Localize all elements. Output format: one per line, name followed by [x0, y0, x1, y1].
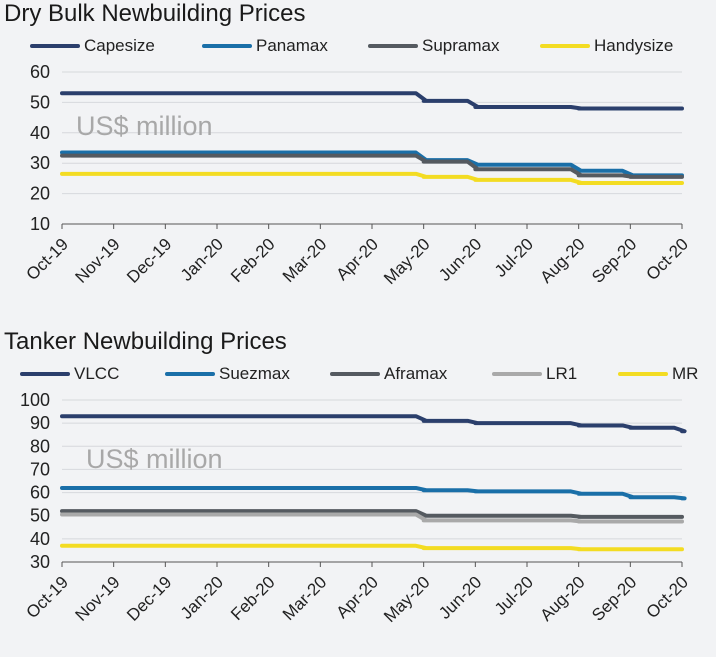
- dry-y-tick-10: 10: [30, 214, 50, 234]
- dry-y-tick-50: 50: [30, 92, 50, 112]
- tanker-x-tick-feb-20: Feb-20: [227, 573, 279, 625]
- dry-x-tick-dec-19: Dec-19: [123, 235, 175, 287]
- legend-swatch-mr: [618, 372, 668, 376]
- legend-item-vlcc: VLCC: [20, 362, 119, 386]
- dry-x-tick-oct-19: Oct-19: [23, 235, 73, 285]
- dry-x-tick-jan-20: Jan-20: [177, 235, 227, 285]
- dry-x-tick-feb-20: Feb-20: [227, 235, 279, 287]
- legend-label-vlcc: VLCC: [74, 364, 120, 383]
- legend-swatch-panamax: [202, 44, 252, 48]
- dry-series-line-supramax: [60, 153, 684, 179]
- legend-swatch-handysize: [540, 44, 590, 48]
- tanker-y-tick-60: 60: [30, 483, 50, 503]
- legend-item-mr: MR: [618, 362, 698, 386]
- tanker-x-tick-mar-20: Mar-20: [279, 573, 331, 625]
- tanker-y-tick-40: 40: [30, 529, 50, 549]
- tanker-chart-plot: 30 40 50 60 70 80 90 100 Oct-19 Nov-19 Dec-19 Jan-2…: [20, 390, 693, 627]
- dry-x-tick-jun-20: Jun-20: [435, 235, 485, 285]
- dry-x-tick-nov-19: Nov-19: [72, 235, 124, 287]
- tanker-series-line-vlcc: [60, 414, 687, 434]
- dry-y-tick-30: 30: [30, 153, 50, 173]
- tanker-x-tick-oct-20: Oct-20: [643, 573, 693, 623]
- tanker-chart-panel: 30 40 50 60 70 80 90 100 Oct-19 Nov-19 Dec-19 Jan-2…: [0, 328, 716, 657]
- legend-item-aframax: Aframax: [330, 362, 447, 386]
- dry-y-tick-40: 40: [30, 123, 50, 143]
- dry-x-tick-jul-20: Jul-20: [491, 235, 537, 281]
- legend-item-capesize: Capesize: [30, 34, 155, 58]
- dry-x-tick-sep-20: Sep-20: [588, 235, 640, 287]
- dry-bulk-chart-title: Dry Bulk Newbuilding Prices: [4, 0, 306, 27]
- legend-label-panamax: Panamax: [256, 36, 328, 55]
- legend-item-suezmax: Suezmax: [165, 362, 290, 386]
- legend-label-aframax: Aframax: [384, 364, 448, 383]
- dry-series-line-handysize: [60, 171, 684, 185]
- dry-y-tick-60: 60: [30, 62, 50, 82]
- dry-bulk-chart-panel: 10 20 30 40 50 60 Oct-19 Nov-19 Dec-19 Jan-20 Feb-…: [0, 0, 716, 328]
- legend-swatch-lr1: [492, 372, 542, 376]
- tanker-x-tick-aug-20: Aug-20: [537, 573, 589, 625]
- tanker-unit-label: US$ million: [86, 444, 223, 474]
- legend-label-handysize: Handysize: [594, 36, 674, 55]
- legend-item-handysize: Handysize: [540, 34, 673, 58]
- legend-label-mr: MR: [672, 364, 699, 383]
- tanker-series-line-lr1: [60, 512, 684, 524]
- tanker-legend: VLCC Suezmax Aframax LR1 MR: [0, 362, 716, 386]
- legend-item-lr1: LR1: [492, 362, 577, 386]
- dry-bulk-chart-plot: 10 20 30 40 50 60 Oct-19 Nov-19 Dec-19 Jan-20 Feb-…: [23, 62, 693, 289]
- tanker-y-tick-70: 70: [30, 459, 50, 479]
- tanker-x-tick-jun-20: Jun-20: [435, 573, 485, 623]
- legend-label-lr1: LR1: [546, 364, 578, 383]
- legend-label-supramax: Supramax: [422, 36, 500, 55]
- tanker-y-tick-90: 90: [30, 413, 50, 433]
- tanker-x-tick-nov-19: Nov-19: [72, 573, 124, 625]
- legend-item-panamax: Panamax: [202, 34, 328, 58]
- legend-item-supramax: Supramax: [368, 34, 499, 58]
- tanker-x-tick-jul-20: Jul-20: [491, 573, 537, 619]
- tanker-x-tick-jan-20: Jan-20: [177, 573, 227, 623]
- tanker-y-tick-50: 50: [30, 506, 50, 526]
- tanker-x-tick-may-20: May-20: [380, 573, 434, 627]
- legend-swatch-capesize: [30, 44, 80, 48]
- dry-unit-label: US$ million: [76, 111, 213, 141]
- dry-x-tick-apr-20: Apr-20: [333, 235, 383, 285]
- dry-x-tick-mar-20: Mar-20: [279, 235, 331, 287]
- tanker-chart-title: Tanker Newbuilding Prices: [4, 328, 287, 355]
- tanker-x-tick-dec-19: Dec-19: [123, 573, 175, 625]
- dry-y-tick-20: 20: [30, 184, 50, 204]
- tanker-x-tick-oct-19: Oct-19: [23, 573, 73, 623]
- tanker-series-line-mr: [60, 543, 684, 552]
- tanker-series-line-aframax: [60, 509, 684, 519]
- dry-series-line-capesize: [60, 91, 684, 111]
- tanker-x-tick-sep-20: Sep-20: [588, 573, 640, 625]
- dry-bulk-legend: Capesize Panamax Supramax Handysize: [0, 34, 716, 58]
- legend-swatch-vlcc: [20, 372, 70, 376]
- tanker-series-line-suezmax: [60, 485, 687, 501]
- tanker-y-tick-30: 30: [30, 552, 50, 572]
- tanker-y-tick-100: 100: [20, 390, 50, 410]
- dry-x-tick-may-20: May-20: [380, 235, 434, 289]
- dry-x-tick-aug-20: Aug-20: [537, 235, 589, 287]
- legend-swatch-supramax: [368, 44, 418, 48]
- dry-x-tick-oct-20: Oct-20: [643, 235, 693, 285]
- legend-label-capesize: Capesize: [84, 36, 155, 55]
- tanker-y-tick-80: 80: [30, 436, 50, 456]
- legend-swatch-suezmax: [165, 372, 215, 376]
- tanker-x-tick-apr-20: Apr-20: [333, 573, 383, 623]
- legend-swatch-aframax: [330, 372, 380, 376]
- legend-label-suezmax: Suezmax: [219, 364, 290, 383]
